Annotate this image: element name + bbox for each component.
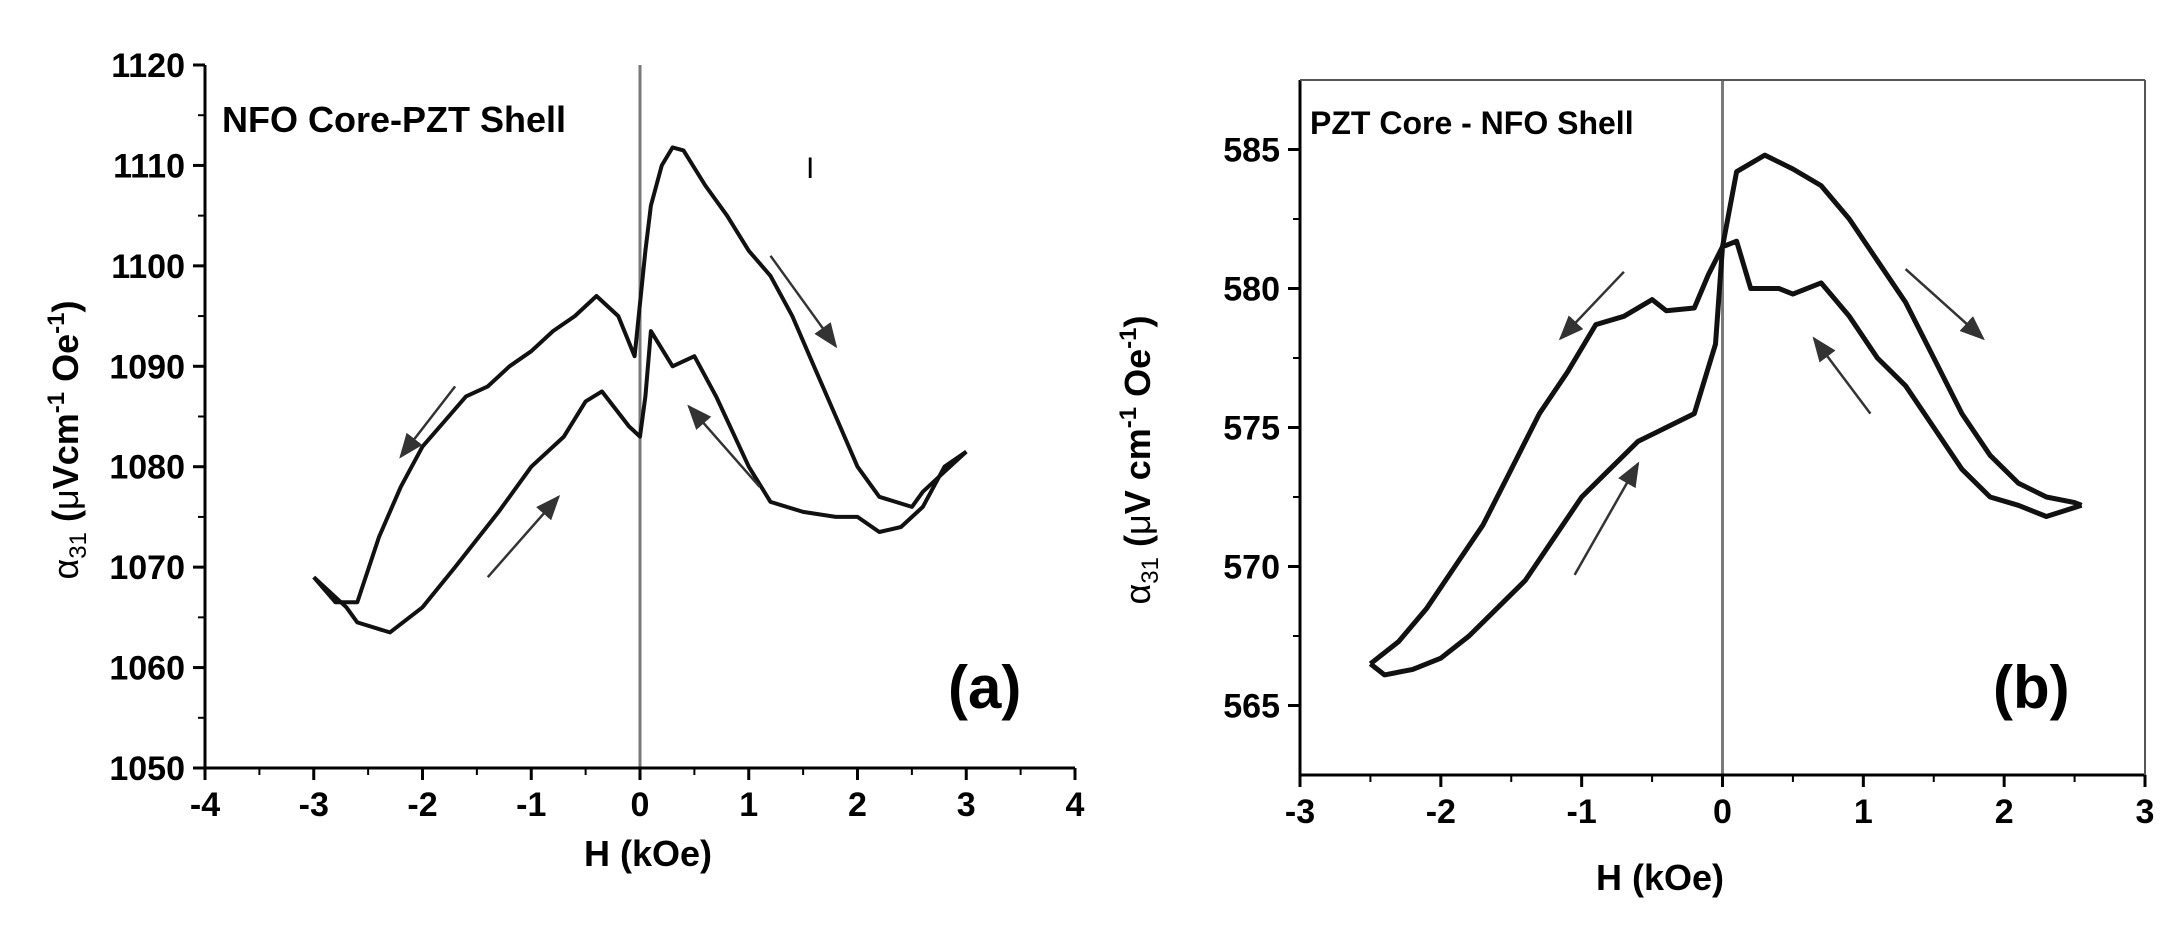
series-line-upper xyxy=(1370,155,2081,664)
y-tick-label: 1070 xyxy=(109,549,185,587)
x-tick-label: -1 xyxy=(516,786,546,824)
y-tick-label: 1110 xyxy=(113,147,185,185)
x-tick-label: -2 xyxy=(407,786,437,824)
chart-a-y-axis-title: α31 (μVcm-1 Oe-1) xyxy=(43,300,92,579)
chart-panel-a: -4 -3 -2 -1 0 1 2 3 4 1050 1060 1070 1080 1090 1100 11… xyxy=(43,47,1085,874)
direction-arrow xyxy=(401,386,455,456)
y-tick-label: 1080 xyxy=(109,449,185,487)
direction-arrow xyxy=(1814,339,1870,414)
y-tick-label: 585 xyxy=(1223,132,1280,170)
chart-b-y-ticks: 565 570 575 580 585 xyxy=(1223,132,1300,726)
chart-a-x-axis-title: H (kOe) xyxy=(584,833,712,874)
x-tick-label: 3 xyxy=(2136,793,2155,831)
chart-b-title: PZT Core - NFO Shell xyxy=(1310,105,1634,141)
y-tick-label: 580 xyxy=(1223,271,1280,309)
chart-b-x-ticks: -3 -2 -1 0 1 2 3 xyxy=(1285,775,2155,831)
y-tick-label: 1060 xyxy=(109,650,185,688)
chart-panel-b: -3 -2 -1 0 1 2 3 565 570 575 580 585 PZT Core - NF… xyxy=(1115,80,2154,898)
x-tick-label: 0 xyxy=(631,786,650,824)
x-tick-label: -1 xyxy=(1567,793,1597,831)
x-tick-label: 2 xyxy=(848,786,867,824)
chart-a-y-ticks: 1050 1060 1070 1080 1090 1100 1110 1120 xyxy=(109,47,205,788)
x-tick-label: 4 xyxy=(1066,786,1085,824)
y-tick-label: 565 xyxy=(1223,688,1280,726)
series-line-lower xyxy=(1370,241,2081,675)
y-tick-label: 1100 xyxy=(111,248,185,286)
chart-a-title: NFO Core-PZT Shell xyxy=(222,99,566,140)
chart-b-series xyxy=(1370,155,2081,675)
y-tick-label: 575 xyxy=(1223,410,1280,448)
y-tick-label: 1090 xyxy=(109,348,185,386)
x-tick-label: 0 xyxy=(1713,793,1732,831)
x-tick-label: 1 xyxy=(739,786,758,824)
y-tick-label: 570 xyxy=(1223,549,1280,587)
chart-b-y-axis-title: α31 (μV cm-1 Oe-1) xyxy=(1115,315,1164,604)
chart-a-extra-mark: I xyxy=(806,152,814,185)
chart-b-panel-label: (b) xyxy=(1993,654,2070,721)
chart-a-x-ticks: -4 -3 -2 -1 0 1 2 3 4 xyxy=(190,768,1085,824)
x-tick-label: -4 xyxy=(190,786,220,824)
x-tick-label: -2 xyxy=(1426,793,1456,831)
figure: -4 -3 -2 -1 0 1 2 3 4 10501060107010801090110011… xyxy=(0,0,2180,937)
direction-arrow xyxy=(771,256,836,346)
x-tick-label: 2 xyxy=(1995,793,2014,831)
x-tick-label: 3 xyxy=(957,786,976,824)
y-tick-label: 1050 xyxy=(109,750,185,788)
chart-a-arrows xyxy=(401,256,836,577)
x-tick-label: -3 xyxy=(1285,793,1315,831)
chart-b-x-axis-title: H (kOe) xyxy=(1596,857,1724,898)
y-tick-label: 1120 xyxy=(111,47,185,85)
chart-a-panel-label: (a) xyxy=(948,654,1021,721)
x-tick-label: 1 xyxy=(1854,793,1873,831)
direction-arrow xyxy=(1575,464,1638,575)
x-tick-label: -3 xyxy=(299,786,329,824)
